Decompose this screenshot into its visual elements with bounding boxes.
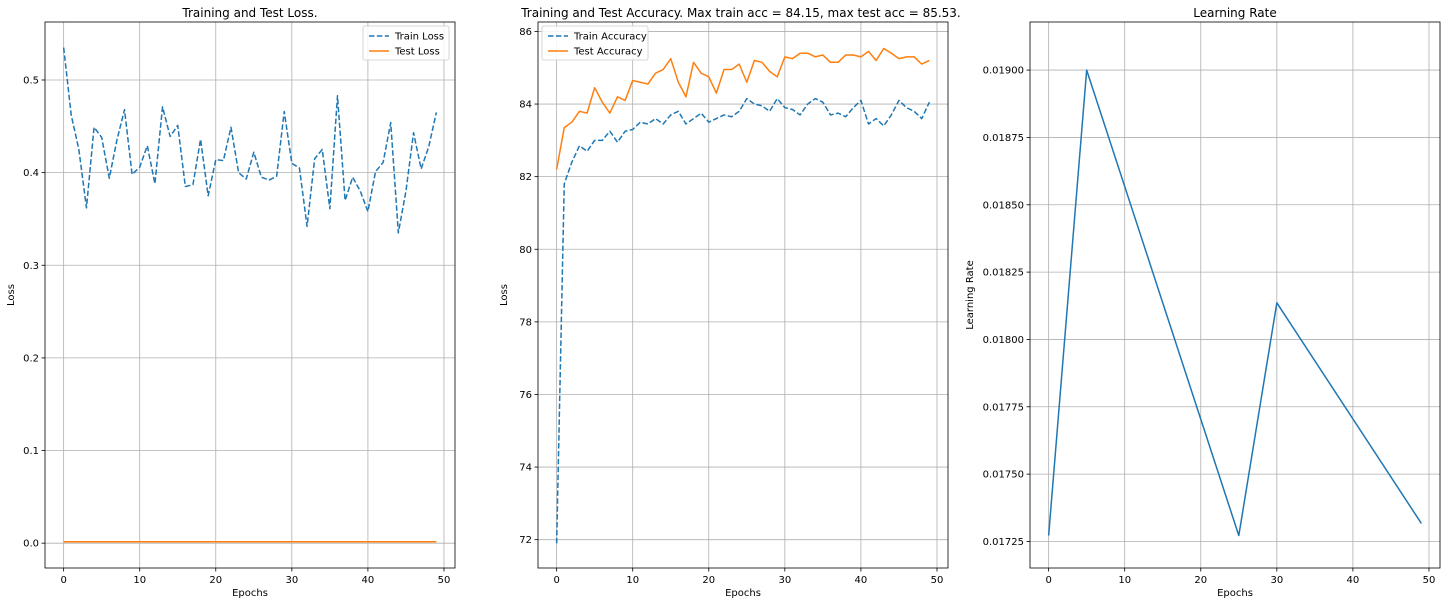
x-tick-label: 10 [1118, 575, 1131, 586]
series-line-test-accuracy [555, 47, 930, 170]
series-line-train-loss [62, 47, 438, 234]
x-axis-label: Epochs [725, 588, 761, 599]
x-tick-label: 0 [60, 575, 66, 586]
x-tick-label: 30 [285, 575, 298, 586]
x-tick-label: 10 [133, 575, 146, 586]
legend: Train Loss Test Loss [362, 25, 450, 61]
legend-label: Test Accuracy [573, 47, 643, 58]
y-tick-label: 0.01750 [983, 470, 1024, 481]
legend-label: Test Loss [394, 47, 440, 58]
x-tick-label: 40 [855, 575, 868, 586]
y-axis-label: Loss [499, 284, 510, 306]
y-tick-label: 0.1 [23, 446, 39, 457]
x-tick-label: 20 [702, 575, 715, 586]
series-line-train-accuracy [555, 97, 931, 544]
y-tick-label: 0.01875 [983, 133, 1024, 144]
x-tick-label: 50 [1423, 575, 1436, 586]
x-tick-label: 30 [1270, 575, 1283, 586]
y-tick-label: 84 [519, 100, 532, 111]
x-tick-label: 30 [778, 575, 791, 586]
y-tick-label: 80 [519, 245, 532, 256]
series-line-learning-rate [1047, 69, 1422, 537]
x-tick-label: 50 [931, 575, 944, 586]
x-tick-label: 20 [209, 575, 222, 586]
x-tick-label: 20 [1194, 575, 1207, 586]
y-tick-label: 0.01825 [983, 268, 1024, 279]
legend-box [541, 25, 649, 61]
chart-3: 0 10 20 30 40 50 0.01725 0.01750 0.01775 0.01800 0… [965, 6, 1441, 599]
legend: Train Accuracy Test Accuracy [541, 25, 649, 61]
y-tick-label: 0.3 [23, 261, 39, 272]
y-tick-label: 0.0 [23, 539, 39, 550]
chart-1: 0 10 20 30 40 50 0.0 0.1 0.2 0.3 0.4 0.5 Training an… [6, 6, 456, 599]
y-tick-label: 0.01775 [983, 402, 1024, 413]
y-tick-label: 72 [519, 535, 532, 546]
x-tick-label: 0 [1045, 575, 1051, 586]
y-axis-label: Loss [6, 284, 17, 306]
y-tick-label: 82 [519, 172, 532, 183]
plot-frame [1029, 21, 1441, 569]
x-tick-label: 50 [438, 575, 451, 586]
y-tick-label: 78 [519, 317, 532, 328]
chart-title: Learning Rate [1193, 6, 1276, 20]
x-tick-label: 40 [362, 575, 375, 586]
y-tick-label: 0.5 [23, 75, 39, 86]
y-tick-label: 0.01900 [983, 66, 1024, 77]
chart-title: Training and Test Accuracy. Max train ac… [520, 6, 961, 20]
chart-2: 0 10 20 30 40 50 72 74 76 78 80 82 84 86 Training and … [499, 6, 961, 599]
y-tick-label: 86 [519, 27, 532, 38]
legend-label: Train Loss [394, 32, 444, 43]
x-tick-label: 40 [1347, 575, 1360, 586]
plot-frame [537, 21, 949, 569]
y-tick-label: 0.4 [23, 168, 39, 179]
y-tick-label: 74 [519, 463, 532, 474]
x-tick-label: 0 [553, 575, 559, 586]
y-tick-label: 0.2 [23, 353, 39, 364]
chart-title: Training and Test Loss. [181, 6, 317, 20]
x-tick-label: 10 [626, 575, 639, 586]
y-axis-label: Learning Rate [965, 260, 976, 330]
y-tick-label: 0.01725 [983, 537, 1024, 548]
legend-label: Train Accuracy [573, 32, 647, 43]
x-axis-label: Epochs [1217, 588, 1253, 599]
x-axis-label: Epochs [232, 588, 268, 599]
y-tick-label: 0.01800 [983, 335, 1024, 346]
y-tick-label: 76 [519, 390, 532, 401]
y-tick-label: 0.01850 [983, 200, 1024, 211]
plot-frame [44, 21, 456, 569]
